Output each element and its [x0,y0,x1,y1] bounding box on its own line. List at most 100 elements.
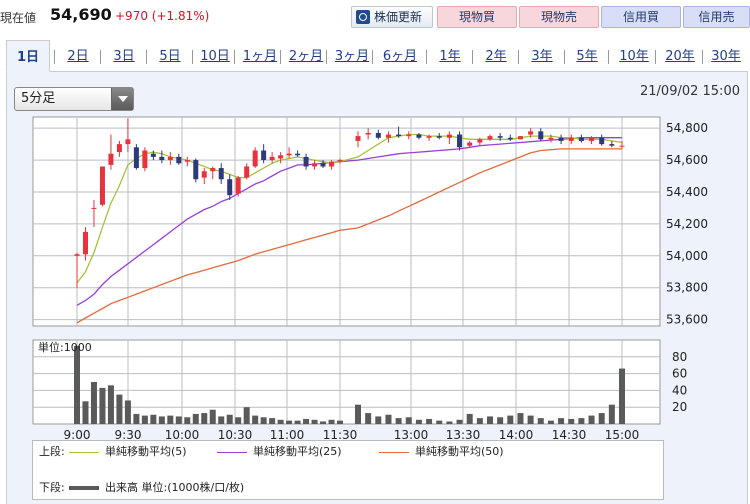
tab-separator [326,50,327,64]
legend-ma5-label: 単純移動平均(5) [105,445,187,458]
candle-body [116,144,122,153]
legend-ma5: 単純移動平均(5) [69,444,187,460]
tab-14[interactable]: 20年 [665,49,695,64]
tab-10[interactable]: 2年 [485,49,507,64]
volume-plot-area [32,339,661,425]
tab-separator [234,50,235,64]
ma5-swatch [69,451,99,453]
candle-body [252,150,258,167]
volume-bar [375,416,382,424]
candle-body [507,137,513,140]
tab-6[interactable]: 2ヶ月 [288,49,324,64]
refresh-label: 株価更新 [374,10,423,24]
volume-bar [252,415,259,424]
volume-bar [116,394,123,424]
candle-body [159,156,165,161]
volume-bar [337,420,343,424]
price-y-tick-label: 54,000 [666,249,708,263]
x-tick-label: 14:30 [552,428,587,442]
candle-body [609,144,615,146]
tab-1[interactable]: 2日 [67,49,89,64]
ma50-line [76,148,622,324]
quote-header: 現在値 54,690 +970 (+1.81%) 株価更新 現物買 現物売 信用… [0,0,750,34]
candle-body [278,155,284,159]
x-tick-label: 15:00 [605,428,640,442]
candle-body [548,137,554,140]
refresh-quote-button[interactable]: 株価更新 [351,6,433,28]
volume-bar [578,418,585,424]
candle-body [82,231,88,255]
tab-15[interactable]: 30年 [711,49,741,64]
volume-bar [158,416,165,424]
price-y-tick-label: 54,800 [666,121,708,135]
volume-unit-label: 単位:1000 [38,340,92,354]
candle-body [538,131,544,140]
tab-13[interactable]: 10年 [619,49,649,64]
volume-bar [385,414,392,424]
tab-11[interactable]: 3年 [531,49,553,64]
volume-bar [243,407,250,424]
candle-body [436,136,442,138]
volume-bar [598,413,605,424]
candle-body [91,207,97,209]
candle-body [108,153,114,165]
interval-select[interactable]: 5分足 [14,87,134,111]
volume-bar [141,415,148,424]
candle-body [244,166,250,178]
margin-buy-button[interactable]: 信用買 [601,6,681,28]
candle-body [497,136,503,138]
period-tabs: 1日 2日 3日 5日 10日 1ヶ月 2ヶ月 3ヶ月 6ヶ月 1年 2年 3年 5年 10年 20年 30年 [6,40,748,72]
candle-body [235,177,241,194]
volume-bar [456,419,463,424]
cash-sell-button[interactable]: 現物売 [519,6,599,28]
volume-bar [277,419,284,424]
price-y-tick-label: 53,800 [666,281,708,295]
volume-swatch [69,486,99,490]
candle-body [142,150,148,169]
price-y-tick-label: 54,400 [666,185,708,199]
candle-body [329,161,335,167]
legend-ma25-label: 単純移動平均(25) [253,445,342,458]
volume-bar [218,416,225,424]
candle-body [303,156,309,167]
chart-timestamp: 21/09/02 15:00 [640,84,740,99]
tab-2[interactable]: 3日 [113,49,135,64]
tab-12[interactable]: 5年 [576,49,598,64]
candle-body [269,156,275,161]
legend-ma50-label: 単純移動平均(50) [415,445,504,458]
volume-y-tick-label: 40 [672,383,687,397]
legend-ma25: 単純移動平均(25) [217,444,342,460]
candle-body [261,150,267,161]
tab-5[interactable]: 1ヶ月 [242,49,278,64]
candle-body [74,254,80,256]
volume-bar [99,387,106,424]
candle-body [193,160,199,180]
candle-body [337,160,343,162]
candle-body [375,132,381,138]
tab-0[interactable]: 1日 [6,40,50,72]
candle-body [426,136,432,138]
tab-separator [472,50,473,64]
candle-body [487,136,493,140]
ma50-swatch [379,451,409,453]
candle-body [312,163,318,167]
tab-9[interactable]: 1年 [439,49,461,64]
candle-body [133,147,139,169]
cash-buy-button[interactable]: 現物買 [437,6,517,28]
volume-bar [436,420,443,424]
tab-8[interactable]: 6ヶ月 [382,49,418,64]
volume-bar [201,413,208,424]
volume-bar [415,419,422,424]
chart-legend: 上段: 単純移動平均(5) 単純移動平均(25) 単純移動平均(50) 下段: … [32,440,664,500]
candle-body [457,134,463,148]
x-tick-label: 11:00 [270,428,305,442]
tab-3[interactable]: 5日 [159,49,181,64]
candle-body [125,139,131,145]
volume-bar [133,413,140,424]
volume-bar [303,418,310,424]
candle-body [406,134,412,137]
price-change: +970 (+1.81%) [115,9,210,23]
tab-4[interactable]: 10日 [200,49,230,64]
volume-bar [184,417,191,424]
tab-7[interactable]: 3ヶ月 [334,49,370,64]
